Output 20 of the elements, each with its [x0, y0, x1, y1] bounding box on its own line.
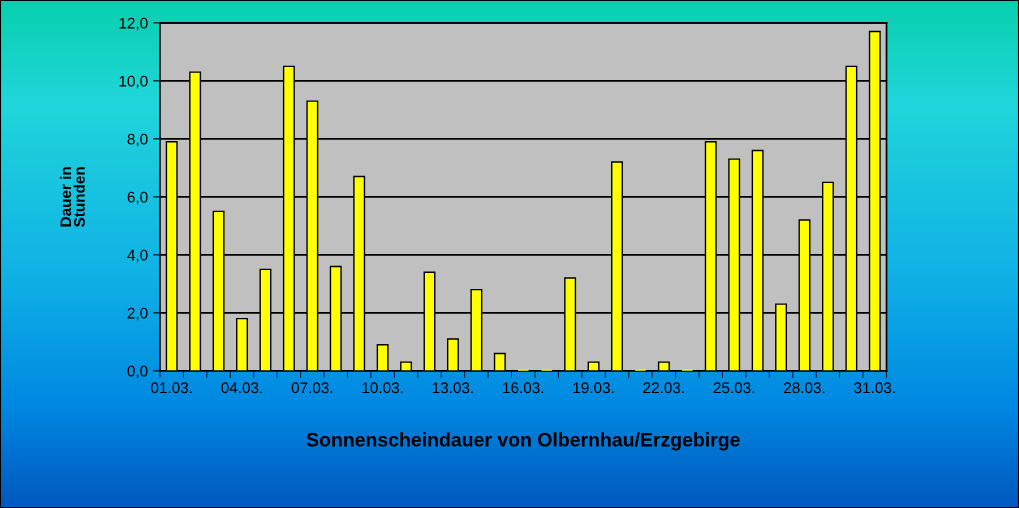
y-axis-title: Dauer in Stunden — [59, 167, 85, 227]
x-tick-label: 25.03. — [713, 382, 755, 394]
y-tick-label: 10,0 — [119, 75, 148, 89]
x-tick-label: 04.03. — [221, 382, 262, 394]
x-tick-label: 10.03. — [362, 382, 403, 394]
x-tick-label: 16.03. — [503, 382, 544, 394]
x-axis-title: Sonnenscheindauer von Olbernhau/Erzgebirge — [306, 432, 740, 451]
x-tick-label: 13.03. — [432, 382, 473, 394]
x-tick-label: 22.03. — [643, 382, 684, 394]
y-tick-label: 12,0 — [119, 17, 148, 31]
y-tick-label: 0,0 — [127, 365, 148, 379]
y-tick-label: 6,0 — [127, 191, 148, 205]
y-tick-label: 8,0 — [127, 133, 148, 147]
x-tick-label: 28.03. — [784, 382, 825, 394]
x-tick-label: 19.03. — [573, 382, 614, 394]
y-tick-label: 4,0 — [127, 249, 148, 263]
x-tick-label: 01.03. — [151, 382, 192, 394]
y-tick-label: 2,0 — [127, 307, 148, 321]
x-tick-label: 31.03. — [854, 382, 895, 394]
x-tick-label: 07.03. — [291, 382, 333, 394]
